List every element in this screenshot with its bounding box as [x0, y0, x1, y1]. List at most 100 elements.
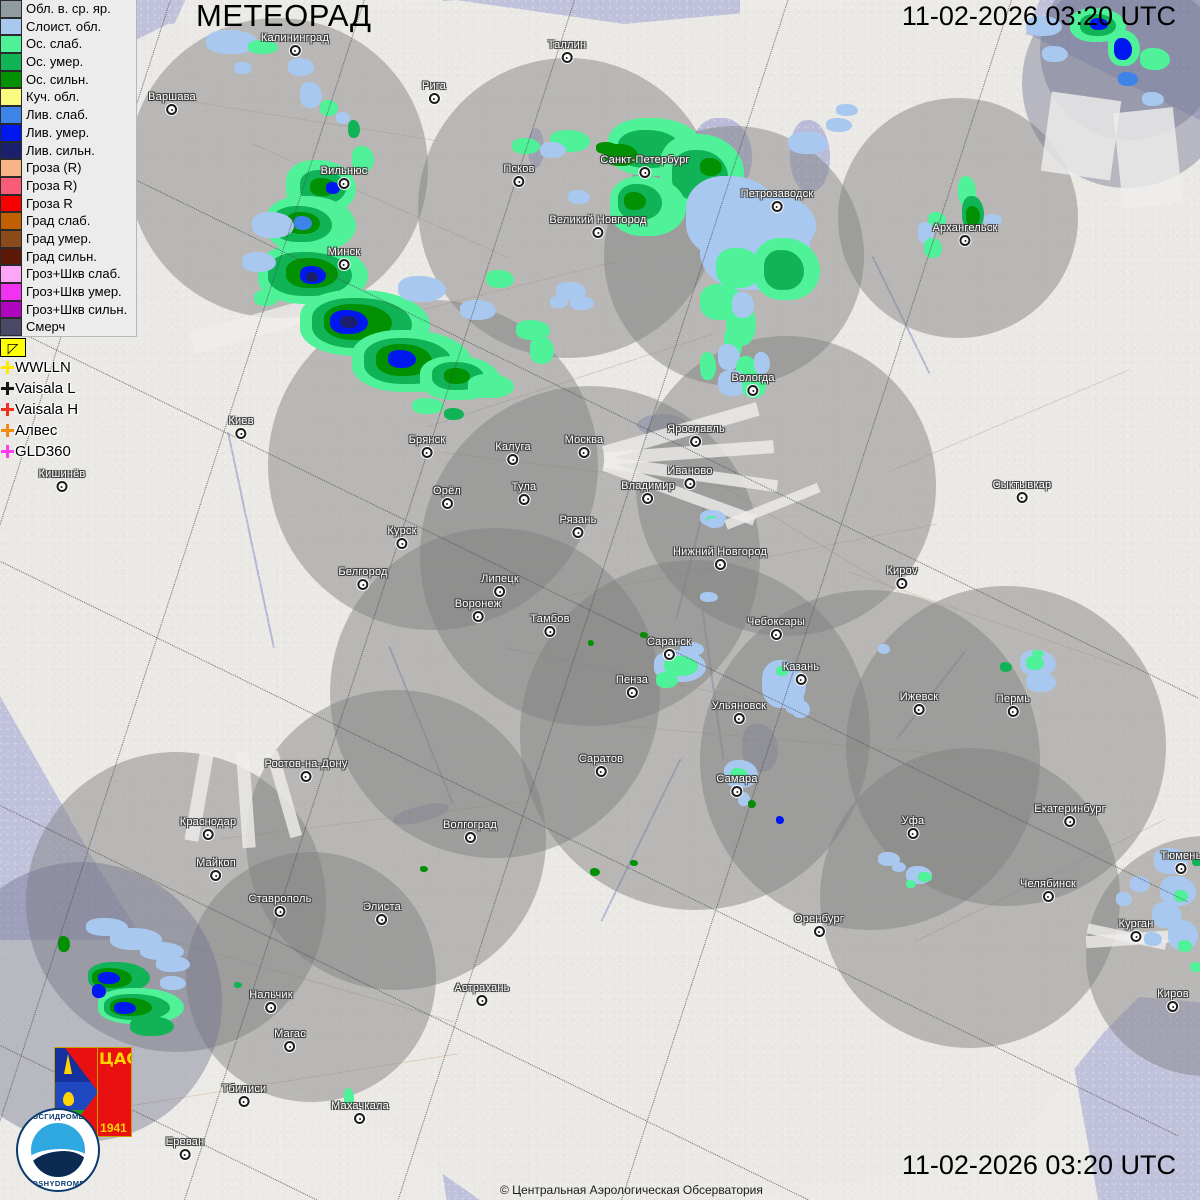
echo-cell [588, 640, 594, 646]
graticule-line [0, 610, 1200, 1200]
echo-cell [906, 880, 916, 888]
echo-cell [540, 142, 566, 158]
echo-cell [344, 1088, 354, 1108]
radar-intensity-legend: Обл. в. ср. яр. Слоист. обл. Ос. слаб. Ос. … [0, 0, 137, 338]
legend-label: Гроз+Шкв слаб. [26, 266, 121, 282]
legend-label: Гроз+Шкв сильн. [26, 301, 128, 317]
legend-label: Лив. слаб. [26, 107, 89, 123]
legend-row: Гроза R [0, 194, 136, 213]
echo-cell [680, 642, 704, 656]
echo-cell [776, 816, 784, 824]
echo-cell [130, 1016, 174, 1036]
lightning-network-row: Vaisala L [0, 378, 78, 399]
legend-color-swatch [0, 53, 22, 71]
echo-cell [1116, 892, 1132, 906]
echo-cell [1090, 18, 1108, 30]
legend-label: Гроза R [26, 195, 73, 211]
legend-color-swatch [0, 17, 22, 36]
legend-row: Смерч [0, 318, 136, 337]
legend-row: Град умер. [0, 229, 136, 248]
echo-cell [234, 62, 252, 74]
legend-row: Ос. сильн. [0, 70, 136, 89]
echo-cell [640, 632, 648, 638]
lightning-network-list: WWLLN Vaisala L Vaisala H Алвес GLD360 [0, 357, 78, 462]
legend-row: Ос. слаб. [0, 35, 136, 54]
echo-cell [878, 644, 890, 654]
echo-cell [792, 700, 810, 718]
cao-red-band [97, 1048, 131, 1136]
echo-cell [730, 768, 748, 782]
lightning-network-row: WWLLN [0, 357, 78, 378]
cao-droplet-icon [63, 1092, 74, 1106]
echo-cell [348, 120, 360, 138]
cao-rocket-icon [64, 1054, 72, 1074]
echo-cell [924, 238, 942, 258]
legend-color-swatch [0, 318, 22, 337]
echo-cell [160, 976, 186, 990]
echo-cell [444, 368, 470, 384]
copyright-credit: © Центральная Аэрологическая Обсерватори… [500, 1183, 763, 1197]
legend-label: Обл. в. ср. яр. [26, 1, 111, 16]
echo-cell [776, 666, 788, 676]
echo-cell [984, 214, 1002, 226]
lightning-cross-icon [0, 381, 15, 396]
legend-label: Смерч [26, 319, 66, 335]
lightning-network-legend: ◸ WWLLN Vaisala L Vaisala H Алвес GLD360 [0, 338, 78, 462]
echo-cell [918, 872, 932, 882]
echo-cell [156, 956, 190, 972]
echo-cell [512, 138, 540, 154]
echo-cell [664, 656, 698, 676]
lightning-cross-icon [0, 360, 15, 375]
legend-color-swatch [0, 265, 22, 283]
radar-coverage-disc [330, 528, 660, 858]
echo-cell [340, 316, 358, 328]
legend-label: Град умер. [26, 230, 92, 246]
echo-cell [700, 158, 722, 176]
echo-cell [568, 190, 590, 204]
echo-cell [836, 104, 858, 116]
graticule-line [0, 40, 1199, 699]
legend-label: Ос. сильн. [26, 71, 89, 87]
echo-cell [1174, 890, 1188, 902]
echo-cell [754, 352, 770, 374]
echo-cell [1130, 876, 1150, 892]
echo-cell [706, 518, 724, 528]
echo-cell [1026, 656, 1044, 670]
echo-cell [656, 672, 678, 688]
lightning-network-label: WWLLN [15, 359, 71, 376]
radar-coverage-disc [246, 690, 546, 990]
legend-row: Куч. обл. [0, 88, 136, 107]
graticule-line [0, 200, 1189, 903]
echo-cell [1178, 940, 1192, 952]
echo-cell [98, 972, 120, 984]
echo-cell [140, 942, 184, 960]
graticule-line [532, 0, 1090, 1200]
radar-coverage-disc [846, 586, 1166, 906]
legend-label: Град слаб. [26, 213, 91, 229]
echo-cell [1026, 672, 1056, 692]
roshydromet-wave-dark [31, 1151, 85, 1177]
legend-color-swatch [0, 70, 22, 89]
graticule-line [0, 390, 1178, 1137]
legend-row: Лив. слаб. [0, 106, 136, 124]
radar-coverage-disc [186, 852, 436, 1102]
echo-cell [928, 212, 946, 228]
echo-cell [716, 248, 762, 288]
legend-row: Гроз+Шкв сильн. [0, 300, 136, 319]
lightning-network-row: Vaisala H [0, 399, 78, 420]
lightning-network-label: GLD360 [15, 443, 71, 460]
radar-coverage-disc [700, 590, 1040, 930]
radar-coverage-disc [838, 98, 1078, 338]
roshydromet-ring-top: РОСГИДРОМЕТ [26, 1112, 90, 1121]
legend-color-swatch [0, 300, 22, 319]
echo-cell [596, 142, 618, 154]
echo-cell [1190, 962, 1200, 972]
roshydromet-ring-bottom: ROSHYDROMET [26, 1179, 90, 1188]
echo-cell [1142, 92, 1164, 106]
echo-cell [826, 118, 852, 132]
echo-cell [700, 352, 716, 380]
graticule-line [98, 0, 640, 1200]
